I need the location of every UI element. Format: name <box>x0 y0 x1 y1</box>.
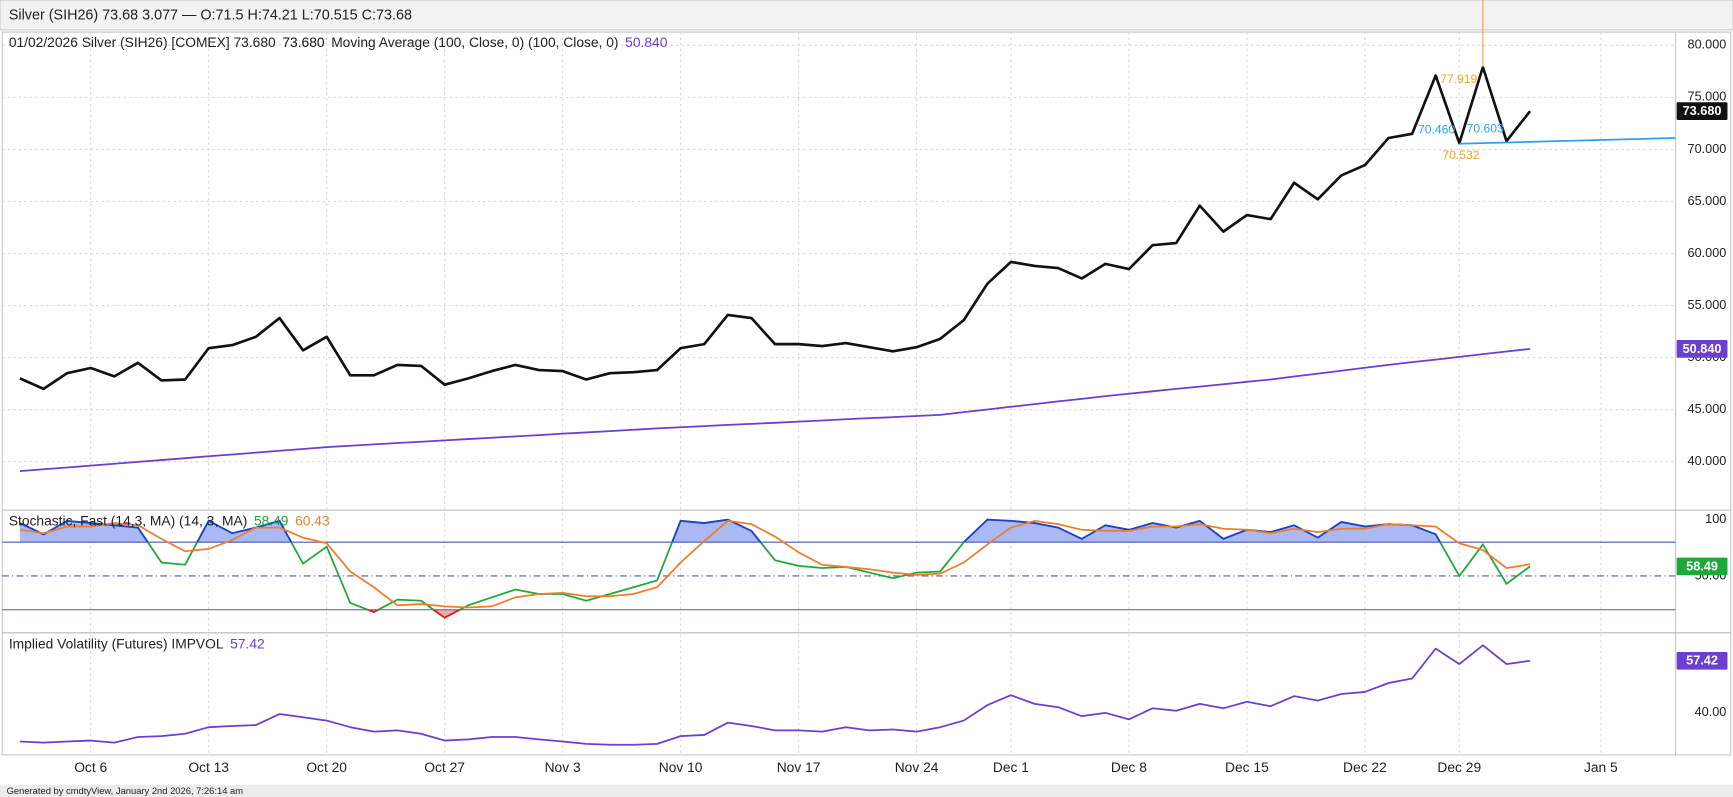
panel-legend: 01/02/2026 Silver (SIH26) [COMEX] 73.680… <box>9 34 668 50</box>
panel-legend: Stochastic, Fast (14,3, MA) (14, 3, MA) 5… <box>9 512 330 528</box>
x-tick-label: Dec 15 <box>1225 759 1269 775</box>
price-badge <box>1676 340 1728 358</box>
x-tick-label: Nov 10 <box>659 759 703 775</box>
footer-bar <box>0 784 1733 797</box>
legend-entry: 58.49 <box>254 512 289 528</box>
legend-entry: 73.680 <box>282 34 325 50</box>
x-tick-label: Dec 22 <box>1343 759 1387 775</box>
trend-line <box>1459 137 1676 145</box>
y-tick-label: 40.000 <box>1688 453 1727 468</box>
x-tick-label: Nov 17 <box>777 759 821 775</box>
annotation: 70.460 <box>1418 123 1455 137</box>
chart-frame <box>1 31 1732 756</box>
price-badge <box>1676 102 1728 120</box>
footer-text: Generated by cmdtyView, January 2nd 2026… <box>7 785 244 796</box>
y-tick-label: 75.000 <box>1688 89 1727 104</box>
price-badge <box>1676 651 1728 670</box>
x-tick-label: Dec 8 <box>1111 759 1147 775</box>
y-tick-label: 65.000 <box>1688 193 1727 208</box>
x-tick-label: Dec 1 <box>993 759 1029 775</box>
x-tick-label: Nov 3 <box>545 759 581 775</box>
y-tick-label: 100 <box>1705 511 1726 526</box>
annotation: 70.603 <box>1467 122 1504 136</box>
x-tick-label: Oct 6 <box>74 759 107 775</box>
legend-entry: Stochastic, Fast (14,3, MA) (14, 3, MA) <box>9 512 247 528</box>
annotation: 70.532 <box>1442 148 1479 162</box>
x-tick-label: Jan 5 <box>1584 759 1618 775</box>
header-bar <box>0 0 1733 31</box>
legend-entry: Moving Average (100, Close, 0) (100, Clo… <box>331 34 618 50</box>
price-badge-label: 58.49 <box>1686 558 1718 573</box>
price-badge-label: 73.680 <box>1683 103 1722 118</box>
legend-entry: Implied Volatility (Futures) IMPVOL <box>9 635 224 651</box>
annotation: 77.919 <box>1440 72 1477 86</box>
series-line <box>19 347 1531 472</box>
price-badge-label: 57.42 <box>1686 653 1718 668</box>
price-badge <box>1676 557 1728 576</box>
panel-legend: Implied Volatility (Futures) IMPVOL 57.42 <box>9 635 265 651</box>
price-badge-label: 50.840 <box>1683 341 1722 356</box>
k-line-overbought <box>19 518 1442 543</box>
x-tick-label: Oct 27 <box>424 759 465 775</box>
series-line <box>19 65 1532 391</box>
overbought-area <box>19 519 1441 543</box>
legend-entry: 57.42 <box>230 635 265 651</box>
y-tick-label: 40.00 <box>1695 704 1727 719</box>
legend-entry: 50.840 <box>625 34 668 50</box>
y-tick-label: 45.000 <box>1688 401 1727 416</box>
legend-entry: 01/02/2026 Silver (SIH26) [COMEX] 73.680 <box>9 34 276 50</box>
y-tick-label: 55.000 <box>1688 297 1727 312</box>
y-tick-label: 70.000 <box>1688 141 1727 156</box>
series-line <box>19 644 1531 746</box>
x-tick-label: Oct 20 <box>306 759 347 775</box>
header-text: Silver (SIH26) 73.68 3.077 — O:71.5 H:74… <box>9 7 412 23</box>
y-tick-label: 60.000 <box>1688 245 1727 260</box>
x-tick-label: Oct 13 <box>188 759 229 775</box>
y-tick-label: 80.000 <box>1688 37 1727 52</box>
legend-entry: 60.43 <box>295 512 330 528</box>
d-line <box>19 519 1531 609</box>
x-tick-label: Dec 29 <box>1437 759 1481 775</box>
x-tick-label: Nov 24 <box>895 759 939 775</box>
